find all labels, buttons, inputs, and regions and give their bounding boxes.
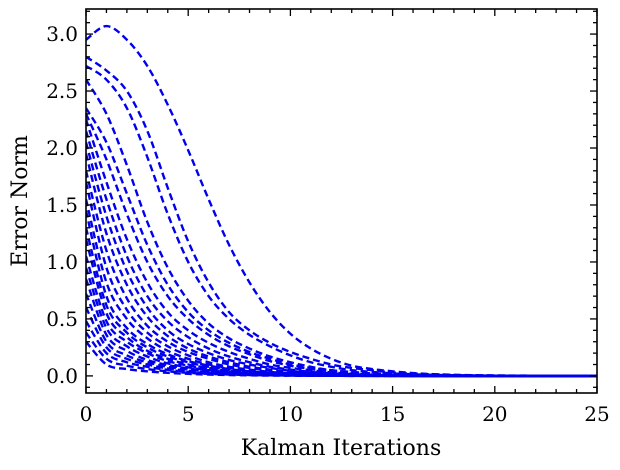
series-line-3: [86, 64, 597, 378]
series-line-24: [86, 340, 597, 378]
x-tick-label: 15: [380, 402, 405, 426]
y-tick-label: 0.0: [46, 364, 78, 388]
y-tick-label: 1.5: [46, 193, 78, 217]
series-lines: [86, 24, 597, 378]
axis-ticks: 0 5 10 15 20 25 0.0 0.5 1.0 1.5 2.0 2.5 3.0: [46, 9, 610, 426]
plot-frame: [85, 8, 598, 394]
y-tick-label: 1.0: [46, 250, 78, 274]
series-line-2: [86, 55, 597, 378]
series-line-16: [86, 238, 597, 378]
x-tick-label: 0: [80, 402, 93, 426]
series-line-15: [86, 227, 597, 378]
series-line-4: [86, 79, 597, 378]
series-line-6: [86, 113, 597, 378]
series-line-19: [86, 278, 597, 378]
series-line-9: [86, 142, 597, 378]
series-line-14: [86, 210, 597, 378]
series-line-12: [86, 181, 597, 378]
y-tick-label: 3.0: [46, 22, 78, 46]
y-tick-label: 0.5: [46, 307, 78, 331]
y-axis-label: Error Norm: [8, 135, 33, 267]
x-tick-label: 10: [278, 402, 303, 426]
y-tick-label: 2.0: [46, 136, 78, 160]
x-axis-label: Kalman Iterations: [241, 436, 442, 461]
x-tick-label: 25: [584, 402, 609, 426]
series-line-10: [86, 153, 597, 378]
series-line-5: [86, 107, 597, 378]
x-tick-label: 20: [482, 402, 507, 426]
y-tick-label: 2.5: [46, 79, 78, 103]
x-tick-label: 5: [182, 402, 195, 426]
